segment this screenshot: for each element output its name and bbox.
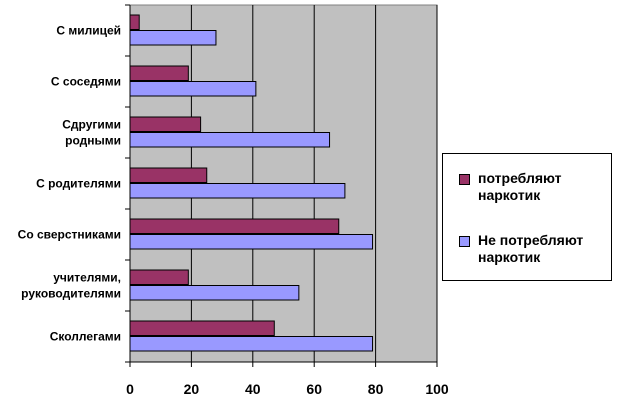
legend-item-series-1: потребляют наркотик bbox=[459, 170, 608, 204]
x-tick-label-100: 100 bbox=[425, 381, 449, 397]
bar-series-1-cat-4 bbox=[129, 167, 208, 183]
x-tick-label-80: 80 bbox=[368, 381, 384, 397]
bar-series-2-cat-7 bbox=[129, 336, 374, 352]
category-label-4: С родителями bbox=[36, 177, 121, 191]
category-labels: С милицей С соседями Сдругими родными С роди… bbox=[18, 24, 121, 344]
x-tick-label-0: 0 bbox=[126, 381, 134, 397]
legend-label-series-2: Не потребляют наркотик bbox=[478, 232, 584, 265]
category-label-2: С соседями bbox=[51, 75, 121, 89]
category-label-1: С милицей bbox=[56, 24, 121, 38]
legend: потребляют наркотик Не потребляют наркот… bbox=[442, 153, 612, 281]
bar-series-2-cat-5 bbox=[129, 234, 374, 250]
x-tick-label-40: 40 bbox=[245, 381, 261, 397]
legend-swatch-series-2 bbox=[459, 236, 470, 247]
bar-series-1-cat-5 bbox=[129, 218, 340, 234]
x-tick-labels: 0 20 40 60 80 100 bbox=[126, 381, 449, 397]
bar-series-2-cat-1 bbox=[129, 30, 217, 46]
category-label-6: учителями, руководителями bbox=[21, 271, 121, 301]
category-label-3: Сдругими родными bbox=[62, 118, 121, 148]
bar-series-1-cat-7 bbox=[129, 320, 275, 336]
legend-item-series-2: Не потребляют наркотик bbox=[459, 232, 608, 266]
legend-swatch-series-1 bbox=[459, 174, 470, 185]
legend-label-series-1: потребляют наркотик bbox=[478, 170, 562, 203]
x-tick-label-60: 60 bbox=[306, 381, 322, 397]
bar-series-2-cat-6 bbox=[129, 285, 300, 301]
bar-series-1-cat-1 bbox=[129, 14, 140, 30]
bar-series-1-cat-3 bbox=[129, 116, 202, 132]
bar-series-1-cat-6 bbox=[129, 269, 189, 285]
category-label-7: Сколлегами bbox=[50, 330, 121, 344]
bar-series-2-cat-4 bbox=[129, 183, 346, 199]
axes bbox=[125, 4, 438, 367]
x-tick-label-20: 20 bbox=[184, 381, 200, 397]
bar-series-2-cat-2 bbox=[129, 81, 257, 97]
category-label-5: Со сверстниками bbox=[18, 228, 121, 242]
bar-series-2-cat-3 bbox=[129, 132, 331, 148]
bar-series-1-cat-2 bbox=[129, 65, 189, 81]
